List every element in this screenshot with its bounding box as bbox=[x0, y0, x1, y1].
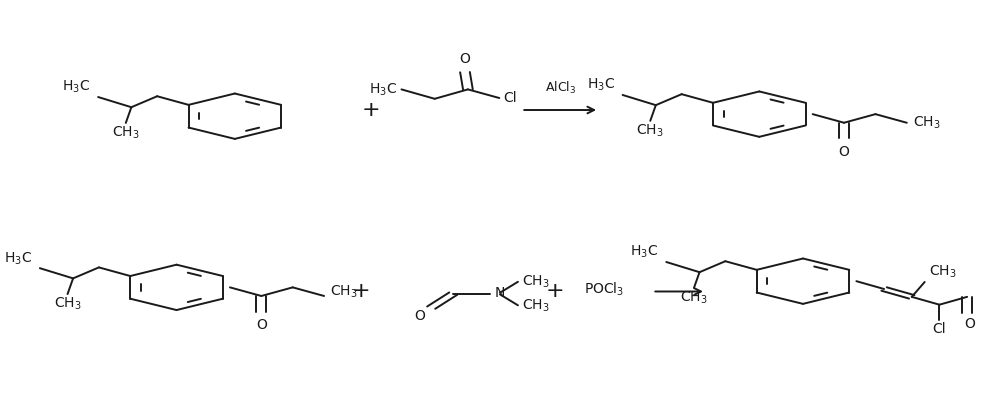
Text: O: O bbox=[256, 318, 267, 332]
Text: H$_3$C: H$_3$C bbox=[62, 79, 90, 95]
Text: CH$_3$: CH$_3$ bbox=[112, 125, 140, 141]
Text: O: O bbox=[839, 145, 849, 158]
Text: CH$_3$: CH$_3$ bbox=[636, 122, 664, 139]
Text: H$_3$C: H$_3$C bbox=[630, 244, 659, 260]
Text: O: O bbox=[965, 318, 975, 331]
Text: Cl: Cl bbox=[933, 322, 946, 336]
Text: H$_3$C: H$_3$C bbox=[369, 81, 397, 97]
Text: +: + bbox=[352, 281, 370, 301]
Text: H$_3$C: H$_3$C bbox=[587, 77, 615, 93]
Text: O: O bbox=[460, 52, 470, 66]
Text: CH$_3$: CH$_3$ bbox=[54, 296, 81, 312]
Text: CH$_3$: CH$_3$ bbox=[929, 263, 956, 280]
Text: CH$_3$: CH$_3$ bbox=[330, 284, 358, 300]
Text: N: N bbox=[494, 286, 505, 300]
Text: CH$_3$: CH$_3$ bbox=[522, 274, 549, 290]
Text: +: + bbox=[546, 281, 565, 301]
Text: CH$_3$: CH$_3$ bbox=[522, 297, 549, 314]
Text: O: O bbox=[414, 309, 425, 323]
Text: +: + bbox=[361, 100, 380, 120]
Text: CH$_3$: CH$_3$ bbox=[913, 115, 940, 131]
Text: Cl: Cl bbox=[503, 91, 517, 105]
Text: CH$_3$: CH$_3$ bbox=[680, 290, 708, 306]
Text: H$_3$C: H$_3$C bbox=[4, 250, 32, 267]
Text: POCl$_3$: POCl$_3$ bbox=[584, 281, 625, 298]
Text: AlCl$_3$: AlCl$_3$ bbox=[545, 79, 576, 96]
